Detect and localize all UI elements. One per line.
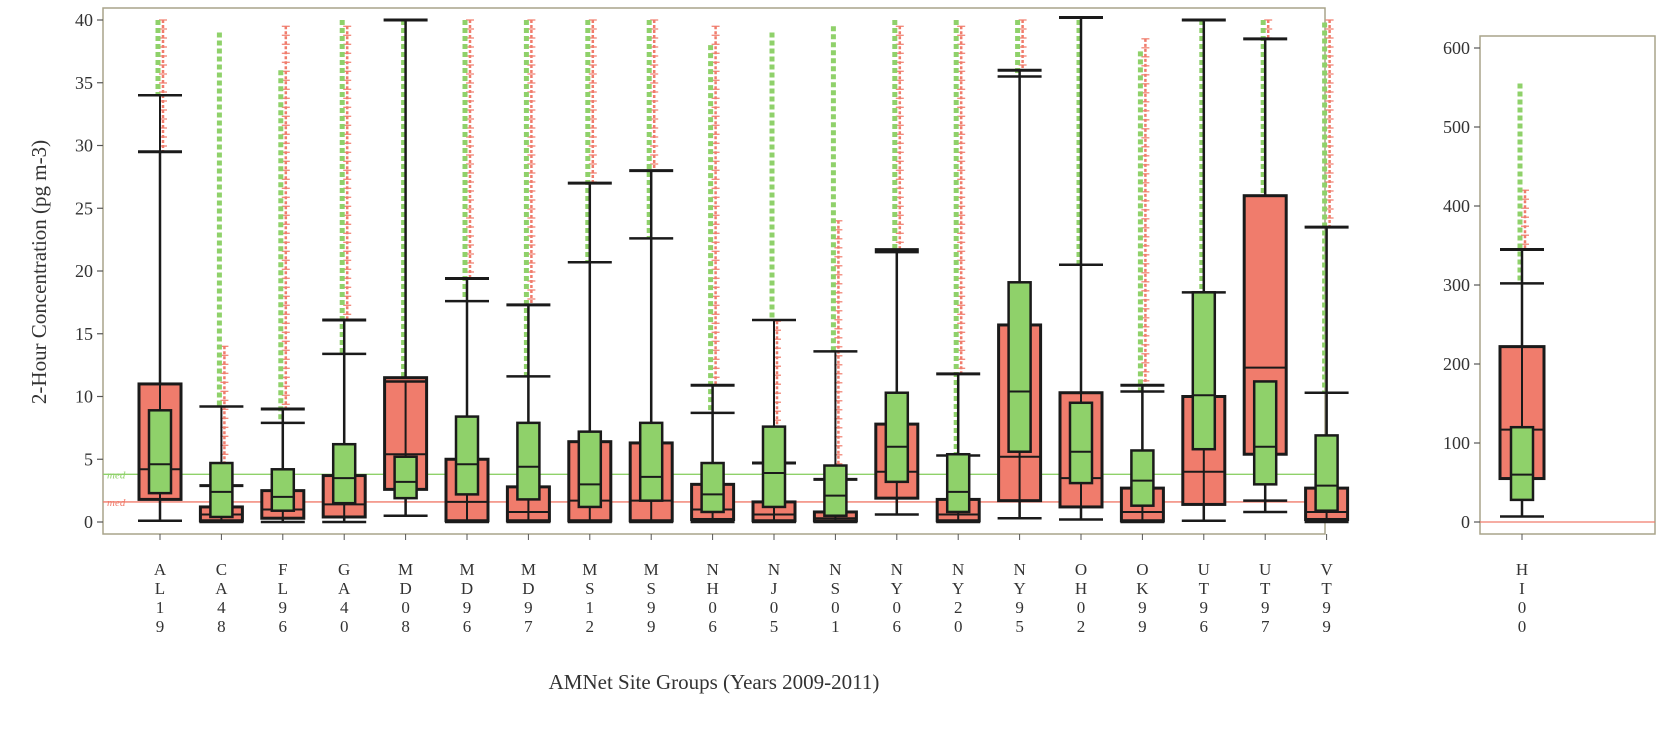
box-group-ga40 — [321, 20, 367, 524]
box-group-ut97 — [1242, 19, 1288, 514]
green-box — [1068, 401, 1094, 485]
y-tick-label: 15 — [75, 324, 93, 344]
y-tick-label: 25 — [75, 198, 93, 218]
x-axis-title: AMNet Site Groups (Years 2009-2011) — [549, 670, 880, 694]
green-box — [1252, 380, 1278, 486]
y-tick-label: 100 — [1443, 433, 1470, 453]
box-group-oh02 — [1058, 15, 1104, 521]
box-group-fl96 — [260, 25, 306, 524]
box-group-md96 — [444, 19, 490, 524]
box-group-ut96 — [1181, 18, 1227, 522]
box-group-ns01 — [812, 26, 858, 524]
box-group-ok99 — [1119, 38, 1165, 524]
y-tick-label: 30 — [75, 136, 93, 156]
green-box — [1191, 291, 1217, 451]
green-box — [1314, 434, 1339, 512]
y-tick-label: 10 — [75, 387, 93, 407]
green-box — [884, 391, 910, 484]
box-group-ny95 — [997, 19, 1043, 520]
green-box — [945, 452, 971, 514]
green-box — [761, 425, 787, 509]
y-tick-label: 0 — [84, 512, 93, 532]
box-group-hi00 — [1498, 83, 1546, 518]
green-box — [147, 409, 173, 495]
y-tick-label: 0 — [1461, 512, 1470, 532]
box-group-ny06 — [874, 20, 920, 516]
y-tick-label: 500 — [1443, 117, 1470, 137]
box-group-nj05 — [751, 32, 797, 524]
y-tick-label: 200 — [1443, 354, 1470, 374]
box-group-ca48 — [198, 32, 244, 524]
green-box — [331, 442, 357, 505]
green-box — [270, 468, 296, 512]
y-tick-label: 20 — [75, 261, 93, 281]
box-group-md97 — [505, 19, 551, 524]
green-box — [393, 455, 418, 500]
y-tick-label: 300 — [1443, 275, 1470, 295]
green-box — [1509, 425, 1535, 502]
green-box — [577, 430, 603, 509]
green-box — [516, 421, 541, 501]
green-box — [638, 421, 664, 502]
y-tick-label: 40 — [75, 10, 93, 30]
box-group-ms99 — [628, 19, 674, 524]
green-box — [1007, 281, 1032, 453]
box-group-md08 — [383, 18, 429, 517]
green-box — [823, 464, 848, 517]
box-group-vt99 — [1304, 19, 1350, 524]
box-group-ms12 — [567, 19, 613, 524]
green-box — [1130, 449, 1155, 507]
y-tick-label: 400 — [1443, 196, 1470, 216]
y-tick-label: 600 — [1443, 38, 1470, 58]
box-group-ny20 — [935, 20, 981, 524]
y-axis-title: 2-Hour Concentration (pg m-3) — [27, 140, 51, 404]
main-panel: 0 5 10 15 20 25 30 35 40 med med A L 1 9 C A 4 8 F L 9 6 G A 4 0 M D… — [27, 7, 1350, 694]
hi00-panel: 0 100 200 300 400 500 600 H I 0 0 — [1443, 35, 1656, 636]
box-group-al19 — [137, 19, 183, 522]
y-tick-label: 35 — [75, 73, 93, 93]
y-tick-label: 5 — [84, 449, 93, 469]
reference-line-label: med — [107, 497, 126, 509]
green-box — [454, 415, 480, 496]
reference-line-label: med — [107, 469, 126, 481]
green-box — [700, 461, 725, 514]
box-group-nh06 — [690, 25, 736, 524]
green-box — [209, 461, 234, 519]
